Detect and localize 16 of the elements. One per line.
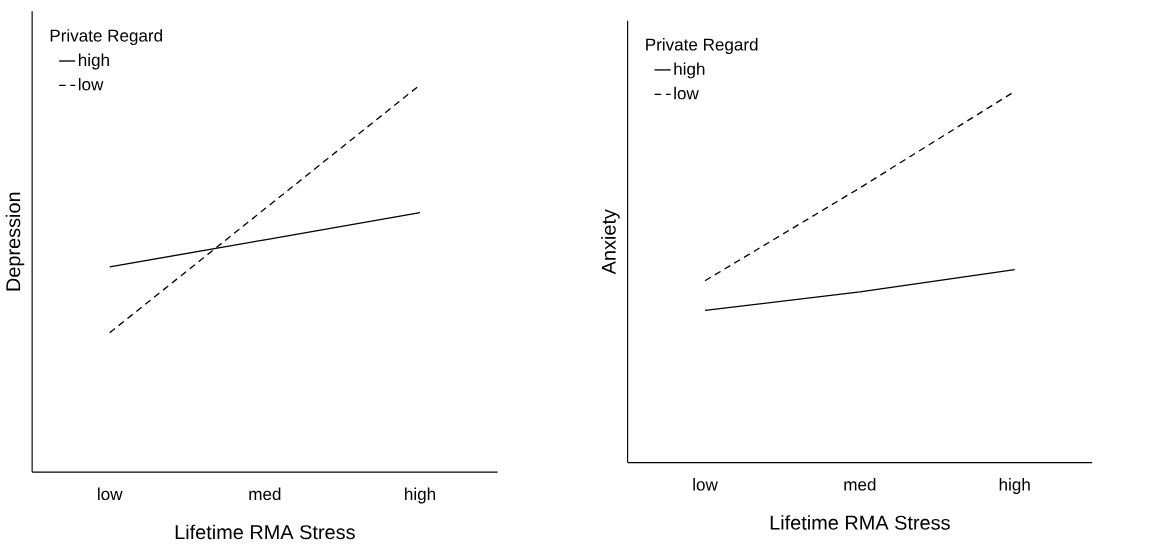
x-tick-label: low [98, 487, 123, 501]
x-axis-title: Lifetime RMA Stress [770, 515, 950, 530]
legend-label: low [674, 86, 699, 100]
legend-title: Private Regard [646, 38, 758, 55]
x-tick-label: high [405, 487, 436, 504]
y-axis-title: Depression [5, 192, 25, 291]
y-axis-title: Anxiety [601, 209, 620, 275]
legend-label: high [78, 53, 109, 70]
legend-label: high [674, 62, 705, 79]
x-tick-label: med [844, 478, 876, 491]
x-tick-label: med [249, 487, 281, 501]
legend-label: low [78, 78, 104, 91]
legend-title: Private Regard [50, 29, 163, 46]
x-tick-label: low [693, 478, 718, 491]
x-tick-label: high [999, 478, 1030, 495]
x-axis-title: Lifetime RMA Stress [175, 524, 355, 540]
